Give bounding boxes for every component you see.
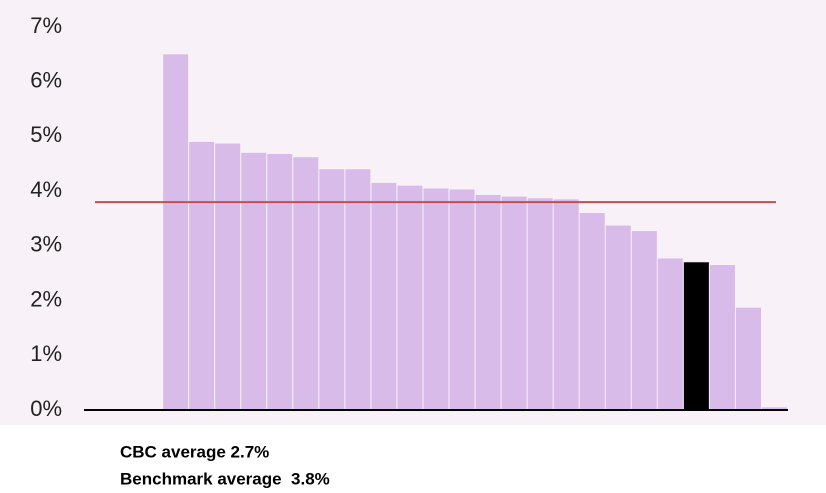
bar: [189, 141, 215, 410]
y-tick-label: 3%: [30, 232, 62, 257]
bar: [501, 196, 527, 410]
bar: [293, 157, 319, 410]
bar: [345, 169, 371, 410]
bar: [735, 307, 761, 410]
bar: [475, 194, 501, 410]
bar: [631, 231, 657, 410]
bar: [319, 169, 345, 410]
bar: [657, 258, 683, 410]
y-tick-label: 0%: [30, 396, 62, 421]
bar: [527, 198, 553, 410]
y-tick-label: 6%: [30, 68, 62, 93]
cbc-average-note: CBC average 2.7%: [120, 442, 269, 461]
bar: [423, 188, 449, 410]
bar: [371, 182, 397, 410]
y-tick-label: 7%: [30, 13, 62, 38]
bar: [241, 152, 267, 411]
bar: [761, 407, 787, 410]
y-tick-label: 4%: [30, 177, 62, 202]
bar: [267, 153, 293, 411]
benchmark-average-note: Benchmark average 3.8%: [120, 469, 330, 488]
y-tick-label: 5%: [30, 122, 62, 147]
bar: [397, 185, 423, 410]
bar: [449, 189, 475, 410]
bar: [579, 213, 605, 410]
bar: [553, 199, 579, 410]
bar: [163, 54, 189, 410]
bar: [605, 225, 631, 410]
bar: [683, 262, 709, 410]
bar: [709, 265, 735, 410]
bar: [215, 143, 241, 410]
y-tick-label: 2%: [30, 286, 62, 311]
y-tick-label: 1%: [30, 341, 62, 366]
